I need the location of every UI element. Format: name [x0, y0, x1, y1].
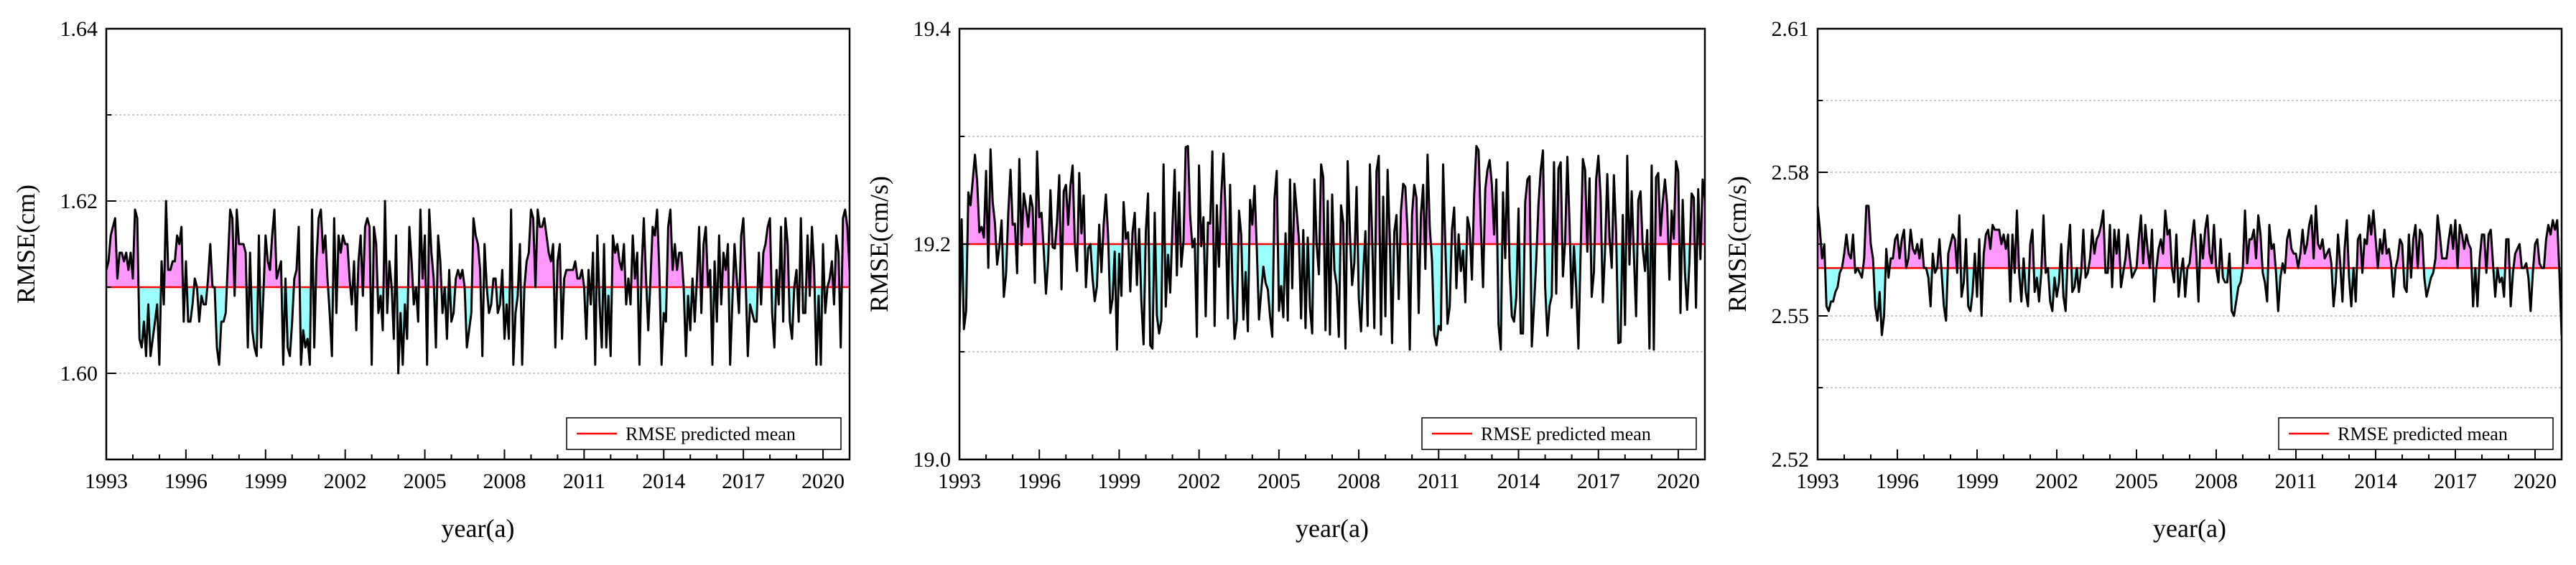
- x-tick-label: 2011: [563, 470, 605, 493]
- y-tick-label: 1.60: [60, 362, 98, 386]
- x-tick-label: 2017: [1577, 470, 1620, 493]
- y-axis-label: RMSE(cm/s): [1723, 176, 1752, 312]
- x-tick-label: 2008: [483, 470, 526, 493]
- x-tick-label: 2014: [1497, 470, 1540, 493]
- x-tick-label: 1999: [1956, 470, 1999, 493]
- chart-panel-3: 1993 1996 1999 2002 2005 2008 2011 2014 2017 2020…: [1723, 17, 2563, 543]
- y-tick-label: 19.0: [913, 448, 952, 472]
- x-tick-label: 2008: [2195, 470, 2238, 493]
- x-axis-label: year(a): [442, 514, 515, 543]
- y-tick-label: 2.52: [1772, 448, 1810, 472]
- x-tick-label: 2020: [2514, 470, 2557, 493]
- legend-label: RMSE predicted mean: [2338, 424, 2508, 444]
- x-tick-label: 2005: [2115, 470, 2158, 493]
- chart-panel-1: 1993 1996 1999 2002 2005 2008 2011 2014 2017 2020…: [11, 17, 851, 543]
- x-tick-label: 1999: [244, 470, 287, 493]
- x-axis-label: year(a): [1296, 514, 1369, 543]
- x-tick-label: 1996: [164, 470, 208, 493]
- x-tick-label: 2005: [1257, 470, 1301, 493]
- x-tick-label: 1996: [1876, 470, 1919, 493]
- y-tick-label: 19.4: [913, 17, 952, 41]
- legend-label: RMSE predicted mean: [1481, 424, 1651, 444]
- y-tick-label: 19.2: [913, 233, 952, 256]
- x-tick-label: 2017: [2434, 470, 2477, 493]
- y-axis-label: RMSE(cm/s): [865, 176, 893, 312]
- y-axis-label: RMSE(cm): [11, 185, 40, 304]
- series-line: [959, 145, 1705, 351]
- x-tick-label: 2014: [2354, 470, 2397, 493]
- x-tick-label: 1993: [938, 470, 981, 493]
- x-axis-label: year(a): [2153, 514, 2226, 543]
- y-tick-label: 2.61: [1772, 17, 1810, 41]
- x-tick-label: 1993: [85, 470, 128, 493]
- chart-panel-2: 1993 1996 1999 2002 2005 2008 2011 2014 2017 2020…: [865, 17, 1706, 543]
- x-tick-label: 1999: [1097, 470, 1140, 493]
- y-tick-label: 1.64: [60, 17, 98, 41]
- x-tick-label: 2020: [1657, 470, 1700, 493]
- legend-label: RMSE predicted mean: [626, 424, 796, 444]
- x-tick-label: 2017: [722, 470, 765, 493]
- x-tick-label: 2002: [324, 470, 367, 493]
- y-tick-label: 2.55: [1772, 304, 1810, 328]
- x-tick-label: 2011: [1418, 470, 1460, 493]
- x-tick-label: 1993: [1796, 470, 1839, 493]
- series-line: [1818, 205, 2562, 337]
- x-tick-label: 2002: [1178, 470, 1221, 493]
- x-tick-label: 2011: [2275, 470, 2317, 493]
- series-line: [106, 200, 850, 375]
- x-tick-label: 1996: [1018, 470, 1061, 493]
- y-tick-label: 2.58: [1772, 161, 1810, 185]
- x-tick-label: 2005: [404, 470, 447, 493]
- x-tick-label: 2014: [642, 470, 685, 493]
- x-tick-label: 2008: [1337, 470, 1380, 493]
- y-tick-label: 1.62: [60, 190, 98, 213]
- x-tick-label: 2020: [801, 470, 845, 493]
- x-tick-label: 2002: [2035, 470, 2078, 493]
